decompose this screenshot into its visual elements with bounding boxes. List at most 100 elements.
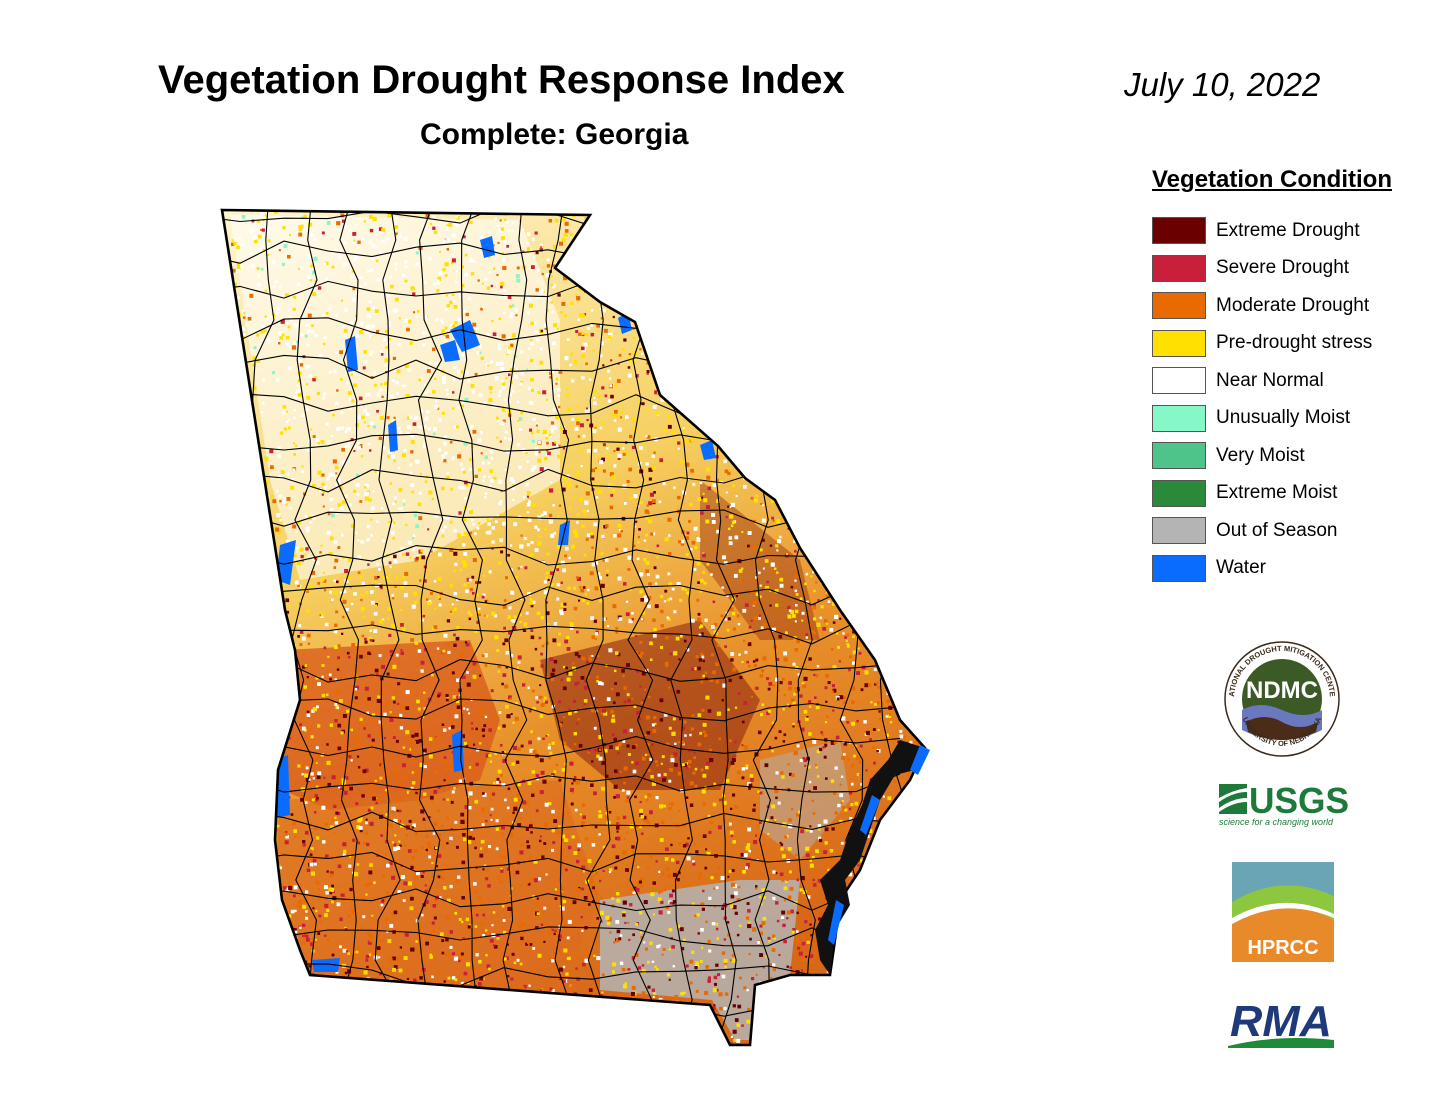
condition-pixel <box>420 948 423 951</box>
condition-pixel <box>676 582 681 587</box>
condition-pixel <box>276 588 280 593</box>
condition-pixel <box>706 505 710 509</box>
condition-pixel <box>393 308 398 313</box>
condition-pixel <box>234 851 238 855</box>
condition-pixel <box>599 210 602 212</box>
condition-pixel <box>238 720 241 724</box>
condition-pixel <box>809 238 814 243</box>
condition-pixel <box>783 230 786 234</box>
condition-pixel <box>503 626 506 630</box>
condition-pixel <box>361 794 365 798</box>
condition-pixel <box>490 284 494 288</box>
condition-pixel <box>690 548 693 551</box>
condition-pixel <box>899 968 904 972</box>
condition-pixel <box>265 818 269 822</box>
condition-pixel <box>889 584 894 589</box>
condition-pixel <box>780 317 784 321</box>
condition-pixel <box>824 863 829 868</box>
condition-pixel <box>284 964 288 967</box>
condition-pixel <box>481 282 484 285</box>
condition-pixel <box>850 902 855 907</box>
condition-pixel <box>570 301 574 305</box>
condition-pixel <box>837 803 841 808</box>
condition-pixel <box>644 734 648 737</box>
condition-pixel <box>432 347 436 352</box>
condition-pixel <box>692 771 696 775</box>
condition-pixel <box>640 808 643 811</box>
condition-pixel <box>445 1049 447 1051</box>
condition-pixel <box>466 1004 470 1008</box>
condition-pixel <box>804 764 807 767</box>
condition-pixel <box>446 248 450 251</box>
condition-pixel <box>912 958 917 962</box>
condition-pixel <box>758 313 763 318</box>
condition-pixel <box>713 622 718 627</box>
condition-pixel <box>728 527 731 530</box>
condition-pixel <box>857 936 862 941</box>
condition-pixel <box>892 866 896 869</box>
condition-pixel <box>479 351 482 354</box>
condition-pixel <box>686 856 691 861</box>
condition-pixel <box>576 405 579 408</box>
condition-pixel <box>745 764 749 768</box>
condition-pixel <box>496 436 499 439</box>
condition-pixel <box>445 516 450 520</box>
condition-pixel <box>585 951 589 956</box>
condition-pixel <box>237 927 241 931</box>
condition-pixel <box>622 308 626 311</box>
condition-pixel <box>357 539 360 542</box>
condition-pixel <box>308 374 312 378</box>
condition-pixel <box>672 900 676 904</box>
condition-pixel <box>919 257 925 263</box>
condition-pixel <box>720 614 724 618</box>
condition-pixel <box>552 504 555 507</box>
condition-pixel <box>813 786 817 790</box>
condition-pixel <box>342 948 347 953</box>
condition-pixel <box>829 491 833 494</box>
condition-pixel <box>668 927 673 932</box>
condition-pixel <box>548 513 553 518</box>
condition-pixel <box>881 485 886 490</box>
condition-pixel <box>870 280 874 284</box>
condition-pixel <box>863 896 867 900</box>
condition-pixel <box>412 422 417 426</box>
condition-pixel <box>492 911 496 914</box>
condition-pixel <box>757 790 760 793</box>
condition-pixel <box>915 372 920 377</box>
condition-pixel <box>330 507 334 512</box>
condition-pixel <box>868 275 872 280</box>
condition-pixel <box>252 847 256 851</box>
condition-pixel <box>809 859 812 862</box>
condition-pixel <box>601 1044 605 1045</box>
condition-pixel <box>428 490 433 495</box>
condition-pixel <box>597 394 601 398</box>
condition-pixel <box>454 820 458 824</box>
condition-pixel <box>810 993 815 997</box>
condition-pixel <box>611 718 616 723</box>
condition-pixel <box>917 961 920 965</box>
condition-pixel <box>768 991 772 994</box>
condition-pixel <box>915 1028 920 1033</box>
condition-pixel <box>913 874 918 879</box>
condition-pixel <box>481 595 485 599</box>
condition-pixel <box>683 428 686 431</box>
condition-pixel <box>476 351 480 355</box>
condition-pixel <box>376 797 381 802</box>
condition-pixel <box>231 782 234 785</box>
condition-pixel <box>701 907 705 911</box>
condition-pixel <box>661 953 664 956</box>
condition-pixel <box>785 631 788 635</box>
condition-pixel <box>625 612 630 617</box>
condition-pixel <box>288 737 291 740</box>
condition-pixel <box>376 409 379 413</box>
condition-pixel <box>660 389 665 393</box>
condition-pixel <box>730 417 735 422</box>
condition-pixel <box>882 374 885 377</box>
condition-pixel <box>511 952 515 956</box>
condition-pixel <box>546 309 549 312</box>
condition-pixel <box>778 730 782 734</box>
condition-pixel <box>345 426 350 431</box>
condition-pixel <box>285 835 289 839</box>
condition-pixel <box>643 818 648 823</box>
condition-pixel <box>896 968 900 971</box>
